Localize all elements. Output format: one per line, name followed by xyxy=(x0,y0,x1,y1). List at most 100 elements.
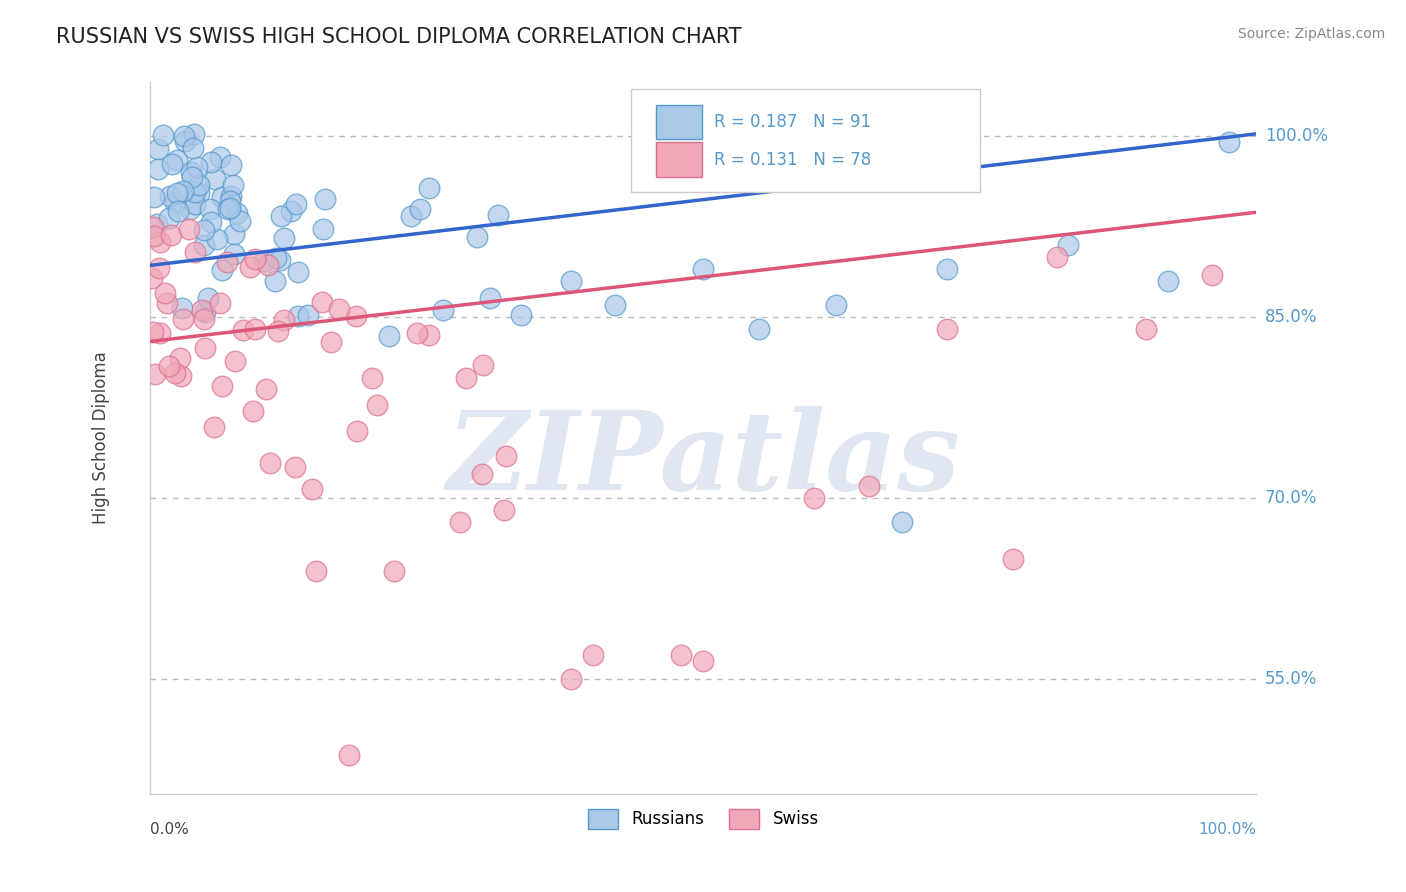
Point xyxy=(142,219,165,234)
Point xyxy=(465,230,488,244)
Point xyxy=(226,206,249,220)
Point xyxy=(218,201,240,215)
Point xyxy=(319,335,342,350)
Point xyxy=(163,195,186,210)
Text: Source: ZipAtlas.com: Source: ZipAtlas.com xyxy=(1237,27,1385,41)
Point xyxy=(148,260,170,275)
Point xyxy=(219,158,242,172)
Text: ZIPatlas: ZIPatlas xyxy=(447,406,960,513)
Point xyxy=(243,322,266,336)
Point xyxy=(858,479,880,493)
Point xyxy=(486,208,509,222)
Point xyxy=(471,467,494,482)
Point xyxy=(204,172,226,186)
Point xyxy=(160,228,183,243)
Point xyxy=(160,156,183,170)
Point xyxy=(1218,135,1240,149)
Point xyxy=(166,153,188,167)
Point xyxy=(219,189,242,203)
Point xyxy=(328,301,350,316)
Point xyxy=(217,254,239,268)
Point xyxy=(156,296,179,310)
Point xyxy=(409,202,432,216)
Point xyxy=(152,128,174,143)
Point xyxy=(159,189,181,203)
Point xyxy=(142,190,165,204)
Point xyxy=(211,263,233,277)
Point xyxy=(148,326,170,341)
Point xyxy=(382,564,405,578)
Point xyxy=(692,262,714,277)
Point xyxy=(142,229,165,244)
Point xyxy=(432,303,454,318)
FancyBboxPatch shape xyxy=(655,143,702,177)
Point xyxy=(184,244,207,259)
Point xyxy=(169,351,191,365)
Text: 55.0%: 55.0% xyxy=(1265,671,1317,689)
Point xyxy=(456,371,478,385)
Point xyxy=(149,235,172,250)
Point xyxy=(273,313,295,327)
Point xyxy=(166,186,188,200)
Point xyxy=(1157,274,1180,288)
Point xyxy=(159,359,181,373)
Point xyxy=(173,134,195,148)
Point xyxy=(671,648,693,663)
Point xyxy=(146,162,169,177)
Point xyxy=(146,217,169,231)
Point xyxy=(339,748,361,763)
Point xyxy=(224,354,246,368)
Point xyxy=(495,449,517,463)
Text: RUSSIAN VS SWISS HIGH SCHOOL DIPLOMA CORRELATION CHART: RUSSIAN VS SWISS HIGH SCHOOL DIPLOMA COR… xyxy=(56,27,742,46)
Text: 70.0%: 70.0% xyxy=(1265,490,1317,508)
Point xyxy=(193,312,215,326)
Point xyxy=(184,197,207,211)
Point xyxy=(211,379,233,393)
Point xyxy=(254,382,277,396)
Point xyxy=(449,516,471,530)
Text: 0.0%: 0.0% xyxy=(150,822,190,837)
Point xyxy=(270,209,292,223)
Point xyxy=(314,192,336,206)
Point xyxy=(269,253,291,268)
Point xyxy=(284,460,307,475)
Point xyxy=(259,456,281,470)
Point xyxy=(143,367,166,381)
Point xyxy=(418,181,440,195)
Point xyxy=(301,482,323,496)
Point xyxy=(170,368,193,383)
Point xyxy=(198,202,221,217)
Text: R = 0.131   N = 78: R = 0.131 N = 78 xyxy=(714,151,872,169)
Point xyxy=(582,648,605,663)
Point xyxy=(479,292,502,306)
Point xyxy=(748,322,770,336)
Point xyxy=(472,359,495,373)
Point xyxy=(803,491,825,506)
Point xyxy=(378,329,401,343)
Point xyxy=(312,221,335,235)
Point xyxy=(181,140,204,154)
Point xyxy=(179,222,201,236)
Point xyxy=(208,150,231,164)
Point xyxy=(194,341,217,355)
Point xyxy=(245,252,267,266)
Point xyxy=(191,302,214,317)
Point xyxy=(200,155,222,169)
Point xyxy=(297,308,319,322)
Point xyxy=(263,274,285,288)
Point xyxy=(183,127,205,141)
Point xyxy=(187,186,209,200)
Point xyxy=(399,210,422,224)
Point xyxy=(366,398,388,412)
Point xyxy=(141,271,163,285)
Point xyxy=(194,305,217,319)
Point xyxy=(242,404,264,418)
Point xyxy=(179,202,201,216)
Point xyxy=(232,323,254,337)
Point xyxy=(184,185,207,199)
Point xyxy=(157,211,180,225)
Point xyxy=(360,371,382,385)
Point xyxy=(257,258,280,272)
Point xyxy=(253,254,276,268)
Point xyxy=(142,326,165,340)
